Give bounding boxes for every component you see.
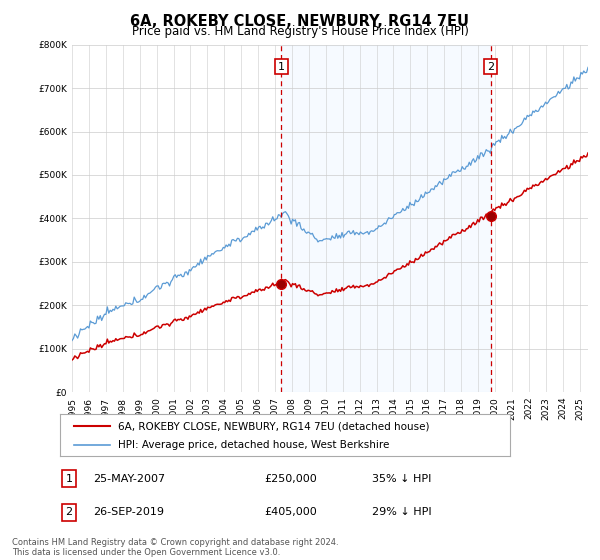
Text: 2: 2 bbox=[65, 507, 73, 517]
Text: 1: 1 bbox=[278, 62, 285, 72]
Text: 29% ↓ HPI: 29% ↓ HPI bbox=[372, 507, 431, 517]
Text: 6A, ROKEBY CLOSE, NEWBURY, RG14 7EU: 6A, ROKEBY CLOSE, NEWBURY, RG14 7EU bbox=[131, 14, 470, 29]
Text: Contains HM Land Registry data © Crown copyright and database right 2024.
This d: Contains HM Land Registry data © Crown c… bbox=[12, 538, 338, 557]
Text: 2: 2 bbox=[487, 62, 494, 72]
Text: 6A, ROKEBY CLOSE, NEWBURY, RG14 7EU (detached house): 6A, ROKEBY CLOSE, NEWBURY, RG14 7EU (det… bbox=[119, 421, 430, 431]
Text: 35% ↓ HPI: 35% ↓ HPI bbox=[372, 474, 431, 484]
Text: Price paid vs. HM Land Registry's House Price Index (HPI): Price paid vs. HM Land Registry's House … bbox=[131, 25, 469, 38]
Text: £250,000: £250,000 bbox=[264, 474, 317, 484]
Text: £405,000: £405,000 bbox=[264, 507, 317, 517]
Text: 26-SEP-2019: 26-SEP-2019 bbox=[93, 507, 164, 517]
Bar bbox=[281, 45, 491, 392]
Text: 1: 1 bbox=[65, 474, 73, 484]
Text: HPI: Average price, detached house, West Berkshire: HPI: Average price, detached house, West… bbox=[119, 440, 390, 450]
Text: 25-MAY-2007: 25-MAY-2007 bbox=[93, 474, 165, 484]
